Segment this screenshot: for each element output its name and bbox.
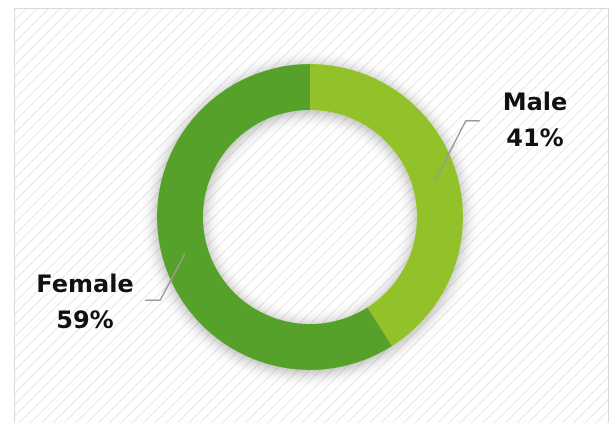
value-label: 59% — [56, 306, 113, 334]
leader-line — [434, 119, 480, 182]
leader-line — [145, 252, 186, 302]
donut — [157, 64, 464, 370]
category-label: Male — [503, 88, 568, 116]
value-label: 41% — [506, 124, 563, 152]
donut-slice — [157, 64, 392, 370]
category-label: Female — [36, 270, 133, 298]
donut-slice — [310, 64, 464, 347]
